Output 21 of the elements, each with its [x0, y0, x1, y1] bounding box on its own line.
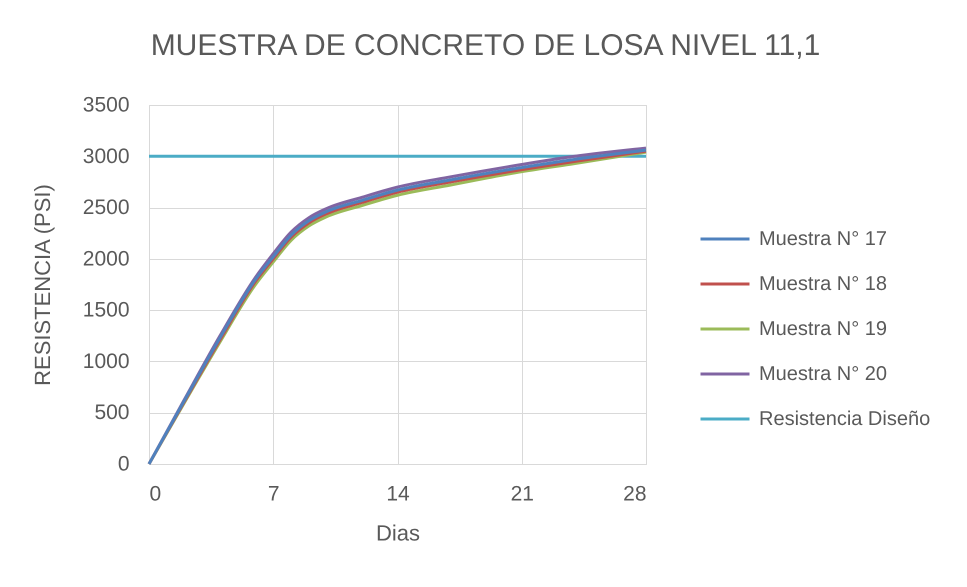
legend-label: Muestra N° 18	[759, 273, 888, 295]
x-tick-label: 14	[386, 482, 410, 506]
y-tick-label: 0	[118, 452, 130, 476]
legend-label: Resistencia Diseño	[759, 408, 930, 430]
x-tick-label: 28	[623, 482, 646, 506]
legend-label: Muestra N° 20	[759, 363, 888, 385]
y-axis-title: RESISTENCIA (PSI)	[30, 184, 55, 386]
y-tick-label: 3000	[82, 144, 130, 168]
x-tick-label: 7	[268, 482, 280, 506]
y-tick-label: 500	[94, 401, 130, 424]
chart-title: MUESTRA DE CONCRETO DE LOSA NIVEL 11,1	[150, 29, 820, 62]
legend-label: Muestra N° 19	[759, 318, 888, 340]
legend-label: Muestra N° 17	[759, 228, 888, 250]
x-axis-title: Dias	[376, 520, 420, 546]
x-tick-label: 0	[150, 482, 162, 506]
y-tick-label: 1000	[82, 350, 130, 373]
y-tick-label: 1500	[82, 298, 130, 322]
y-tick-label: 2000	[82, 247, 130, 270]
y-tick-label: 2500	[82, 196, 130, 220]
y-tick-label: 3500	[82, 94, 130, 116]
x-tick-label: 21	[510, 482, 534, 506]
